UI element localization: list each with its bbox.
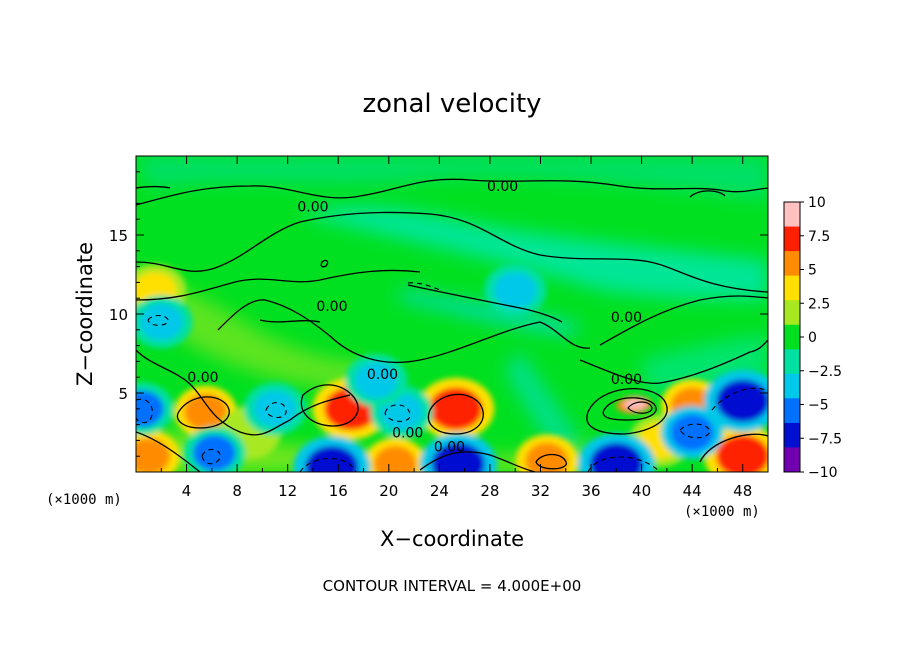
x-tick-label: 12 <box>278 482 297 500</box>
colorbar-segment <box>784 349 800 375</box>
contour-interval-note: CONTOUR INTERVAL = 4.000E+00 <box>323 577 582 595</box>
contour-label: 0.00 <box>297 200 328 216</box>
y-tick-label: 10 <box>109 306 128 324</box>
colorbar-segment <box>784 275 800 301</box>
x-unit-left: (×1000 m) <box>46 492 122 508</box>
y-tick-label: 15 <box>109 227 128 245</box>
feature-core <box>431 442 485 472</box>
colorbar-segment <box>784 226 800 252</box>
contour-label: 0.00 <box>367 367 398 383</box>
contour-label: 0.00 <box>392 426 423 442</box>
colorbar: 10 7.5 5 2.5 0 −2.5 −5 −7.5 −10 <box>783 195 842 481</box>
contour-label-text: 0.00 <box>297 200 328 216</box>
contour-label-text: 0.00 <box>392 426 423 442</box>
contour-lines-negative <box>136 282 768 472</box>
contour-label-text: 0.00 <box>316 299 347 315</box>
feature-core <box>716 379 768 423</box>
colorbar-tick-label: −5 <box>808 398 829 414</box>
x-tick-label: 16 <box>329 482 348 500</box>
feature-core <box>493 272 537 309</box>
x-tick-label: 36 <box>581 482 600 500</box>
contour-label: 0.00 <box>611 310 642 326</box>
colorbar-segment <box>784 398 800 424</box>
colorbar-tick-label: 7.5 <box>808 229 830 245</box>
colorbar-segment <box>784 447 800 473</box>
feature-core <box>192 434 236 472</box>
contour-label-text: 0.00 <box>487 179 518 195</box>
feature-core <box>373 445 417 472</box>
x-tick-label: 32 <box>531 482 550 500</box>
colorbar-segment <box>784 251 800 277</box>
feature-core <box>136 390 164 427</box>
colorbar-segment <box>784 202 800 228</box>
plot-area: 0.00 0.00 0.00 0.00 0.00 0.00 0.00 0.00 0.00 <box>136 156 768 472</box>
contour-label-text: 0.00 <box>187 370 218 386</box>
contour-label-text: 0.00 <box>367 367 398 383</box>
x-tick-label: 8 <box>232 482 242 500</box>
x-axis-label: X−coordinate <box>380 527 524 551</box>
contour-label: 0.00 <box>187 370 218 386</box>
contour-lines-high <box>627 401 653 414</box>
colorbar-segment <box>784 300 800 326</box>
colorbar-tick-label: −2.5 <box>808 364 842 380</box>
colorbar-tick-label: −7.5 <box>808 431 842 447</box>
x-tick-label: 40 <box>632 482 651 500</box>
colorbar-tick-label: 10 <box>808 195 826 211</box>
contour-label-text: 0.00 <box>611 372 642 388</box>
feature-core <box>670 414 714 451</box>
x-tick-label: 20 <box>379 482 398 500</box>
contour-label-text: 0.00 <box>611 310 642 326</box>
contour-label: 0.00 <box>487 179 518 195</box>
colorbar-segment <box>784 324 800 350</box>
contour-label: 0.00 <box>611 372 642 388</box>
contour-lines <box>136 178 768 472</box>
colorbar-tick-label: −10 <box>808 465 838 481</box>
x-tick-label: 48 <box>733 482 752 500</box>
feature-core <box>354 362 398 399</box>
x-tick-label: 28 <box>480 482 499 500</box>
feature-core <box>139 303 183 341</box>
x-unit-right: (×1000 m) <box>684 504 760 520</box>
y-axis-label: Z−coordinate <box>73 242 97 386</box>
colorbar-tick-label: 2.5 <box>808 296 830 312</box>
x-tick-label: 44 <box>683 482 702 500</box>
y-tick-label: 5 <box>118 385 128 403</box>
contour-label: 0.00 <box>316 299 347 315</box>
contour-label: 0.00 <box>434 440 465 456</box>
feature-core <box>589 442 643 472</box>
x-tick-label: 24 <box>430 482 449 500</box>
feature-core <box>716 434 768 472</box>
feature-core <box>525 442 569 472</box>
colorbar-segment <box>784 422 800 448</box>
colorbar-tick-label: 5 <box>808 263 817 279</box>
x-tick-label: 4 <box>182 482 192 500</box>
feature-core <box>136 438 171 472</box>
contour-label-text: 0.00 <box>434 440 465 456</box>
chart-title: zonal velocity <box>362 89 541 119</box>
feature-core <box>253 390 297 427</box>
colorbar-segment <box>784 373 800 399</box>
contour-labels: 0.00 0.00 0.00 0.00 0.00 0.00 0.00 0.00 0.00 <box>187 179 642 456</box>
colorbar-tick-label: 0 <box>808 330 817 346</box>
feature-core <box>184 393 228 431</box>
